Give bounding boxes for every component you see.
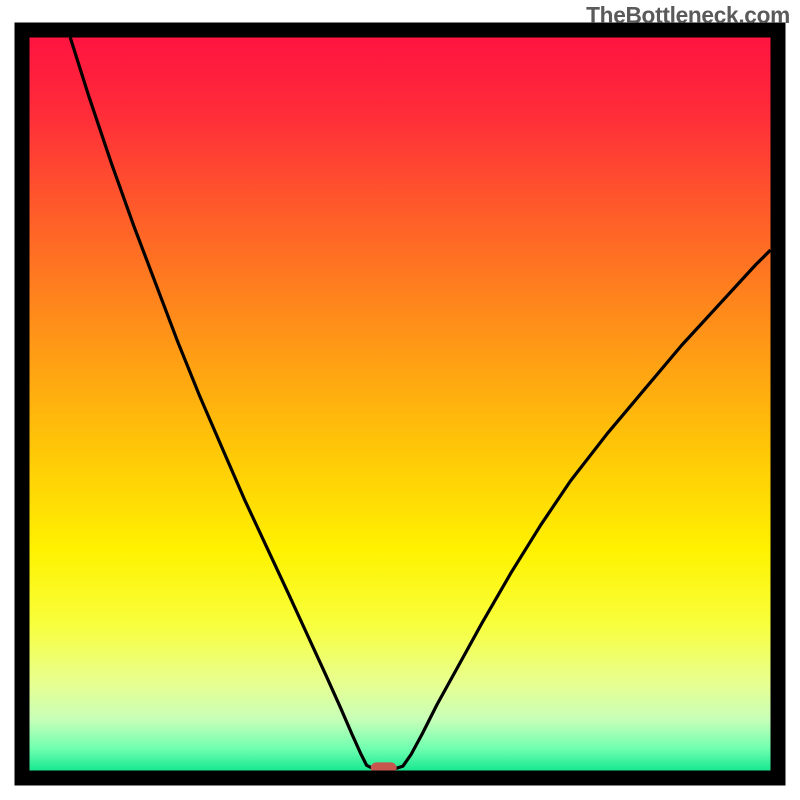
chart-container: TheBottleneck.com bbox=[0, 0, 800, 800]
bottleneck-chart bbox=[0, 0, 800, 800]
watermark-text: TheBottleneck.com bbox=[586, 2, 790, 29]
plot-background bbox=[30, 38, 771, 771]
